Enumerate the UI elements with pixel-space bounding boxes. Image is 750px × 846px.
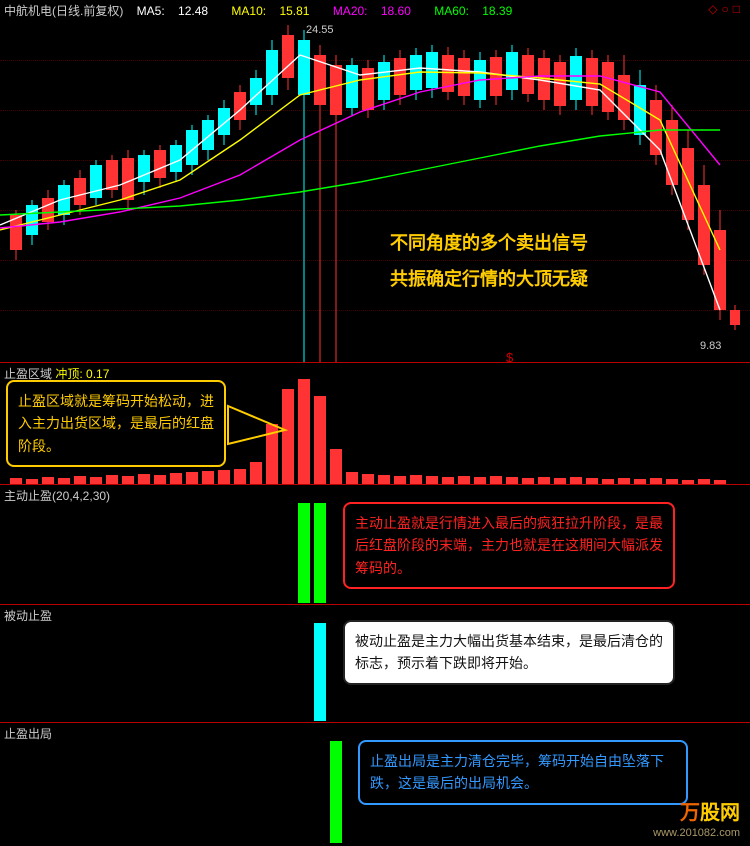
dollar-marker-icon: $ xyxy=(506,350,513,365)
indicator-bar xyxy=(106,475,118,484)
indicator-bar xyxy=(250,462,262,484)
indicator-bar xyxy=(154,475,166,484)
indicator-bar xyxy=(362,474,374,484)
main-chart-panel: 24.55 9.83 xyxy=(0,0,750,362)
indicator-bar xyxy=(346,472,358,484)
low-price-label: 9.83 xyxy=(700,340,721,352)
indicator-bar xyxy=(234,469,246,484)
indicator-bar xyxy=(266,424,278,484)
indicator-bar xyxy=(378,475,390,484)
indicator-bar xyxy=(394,476,406,484)
indicator-bar xyxy=(314,396,326,484)
high-price-label: 24.55 xyxy=(306,24,334,36)
indicator-bar xyxy=(570,477,582,484)
stock-name: 中航机电(日线.前复权) xyxy=(4,4,123,18)
indicator-bar xyxy=(202,471,214,484)
indicator-bar xyxy=(426,476,438,484)
indicator-bar xyxy=(138,474,150,484)
indicator-bar xyxy=(474,477,486,484)
panel-label: 被动止盈 xyxy=(4,607,52,624)
indicator-bar xyxy=(218,470,230,484)
indicator-bar xyxy=(170,473,182,484)
annotation-box: 止盈区域就是筹码开始松动，进入主力出货区域，是最后的红盘阶段。 xyxy=(6,380,226,467)
annotation-box: 止盈出局是主力清仓完毕，筹码开始自由坠落下跌，这是最后的出局机会。 xyxy=(358,740,688,805)
panel-label: 止盈出局 xyxy=(4,725,52,742)
indicator-bar xyxy=(122,476,134,484)
indicator-bar xyxy=(42,477,54,484)
indicator-bar xyxy=(410,475,422,484)
indicator-bar xyxy=(298,503,310,603)
watermark: 万股网 www.201082.com xyxy=(653,800,740,840)
indicator-bar xyxy=(298,379,310,484)
indicator-bar xyxy=(538,477,550,484)
indicator-bar xyxy=(74,476,86,484)
indicator-bar xyxy=(314,503,326,603)
indicator-bar xyxy=(330,741,342,843)
indicator-bar xyxy=(490,476,502,484)
indicator-bar xyxy=(314,623,326,721)
indicator-bar xyxy=(442,477,454,484)
panel-label: 主动止盈(20,4,2,30) xyxy=(4,487,110,504)
indicator-bar xyxy=(330,449,342,484)
indicator-bar xyxy=(506,477,518,484)
annotation-box: 主动止盈就是行情进入最后的疯狂拉升阶段，是最后红盘阶段的末端，主力也就是在这期间… xyxy=(343,502,675,589)
summary-text: 不同角度的多个卖出信号共振确定行情的大顶无疑 xyxy=(390,225,588,297)
indicator-bar xyxy=(458,476,470,484)
indicator-bar xyxy=(186,472,198,484)
annotation-box: 被动止盈是主力大幅出货基本结束，是最后清仓的标志，预示着下跌即将开始。 xyxy=(343,620,675,685)
chart-title-bar: 中航机电(日线.前复权) MA5: 12.48 MA10: 15.81 MA20… xyxy=(4,2,532,19)
indicator-bar xyxy=(282,389,294,484)
indicator-bar xyxy=(90,477,102,484)
